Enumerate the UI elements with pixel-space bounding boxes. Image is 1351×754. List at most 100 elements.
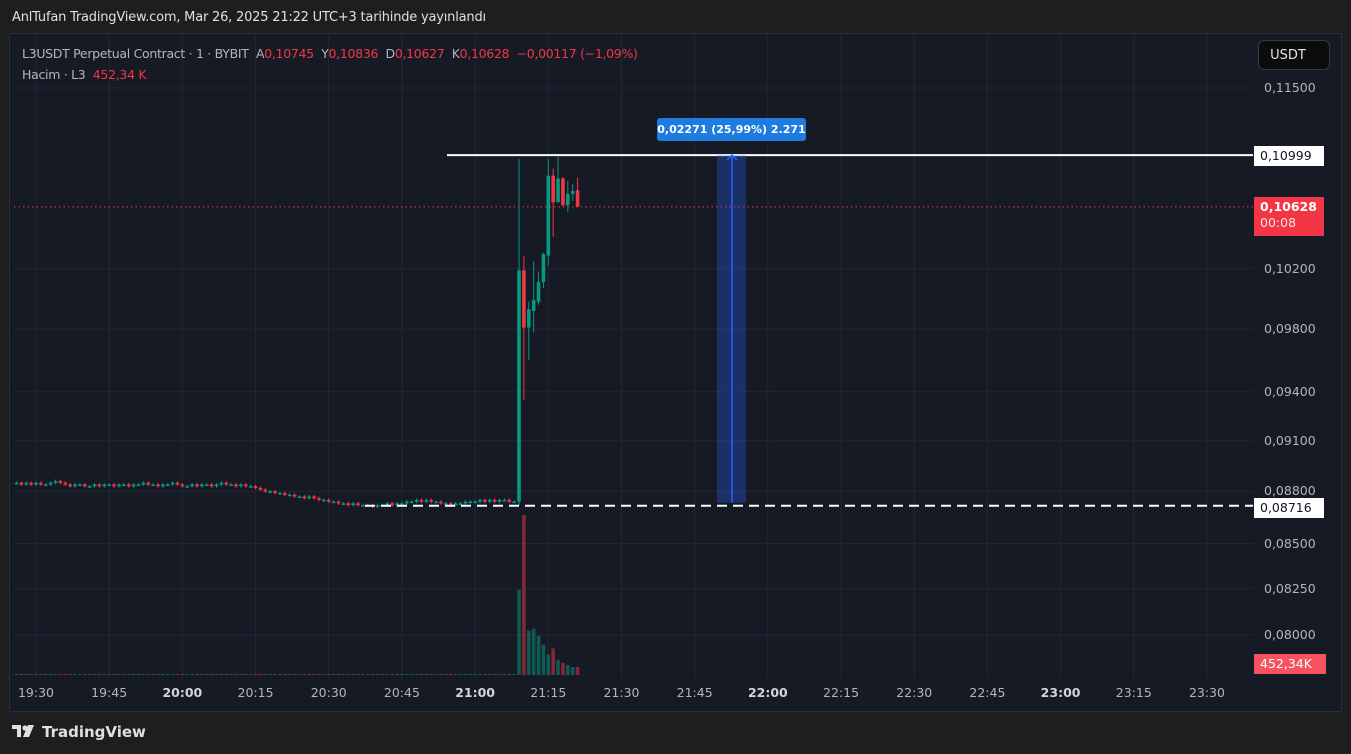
volume-bar xyxy=(131,673,136,675)
volume-bar xyxy=(414,673,419,675)
candle xyxy=(43,484,48,487)
low-value: 0,10627 xyxy=(394,46,445,61)
volume-label[interactable]: Hacim · L3 xyxy=(22,67,86,82)
volume-bar xyxy=(570,667,575,675)
candle xyxy=(53,481,58,483)
candle xyxy=(63,482,68,485)
volume-bar xyxy=(448,673,453,675)
candle xyxy=(117,484,121,487)
symbol-title[interactable]: L3USDT Perpetual Contract · 1 · BYBIT xyxy=(22,46,249,61)
candle xyxy=(375,505,380,507)
price-tick-label: 0,10200 xyxy=(1264,260,1316,276)
volume-bar xyxy=(185,673,190,675)
volume-bar xyxy=(575,666,580,675)
currency-button[interactable]: USDT xyxy=(1258,40,1330,70)
candle xyxy=(551,175,555,203)
candle xyxy=(487,499,492,502)
legend-ohlc: L3USDT Perpetual Contract · 1 · BYBIT A0… xyxy=(22,46,638,61)
volume-bar xyxy=(458,673,463,675)
last-price: 0,10628 xyxy=(1260,199,1317,214)
volume-bar xyxy=(385,673,390,675)
low-line-price-tag: 0,08716 xyxy=(1254,498,1324,518)
candle xyxy=(156,484,160,487)
price-tick-label: 0,08800 xyxy=(1264,483,1316,499)
candle xyxy=(536,282,541,302)
time-tick-label: 19:45 xyxy=(91,685,128,700)
candle xyxy=(209,484,214,487)
candle xyxy=(356,503,360,506)
candle xyxy=(112,484,116,487)
volume-bar xyxy=(229,673,233,675)
time-tick-label: 21:00 xyxy=(455,685,496,700)
candle xyxy=(87,486,92,488)
candle xyxy=(82,484,87,487)
candle xyxy=(478,499,482,502)
volume-bar xyxy=(209,673,214,675)
price-tick-label: 0,11500 xyxy=(1264,80,1316,95)
volume-bar xyxy=(351,673,355,675)
candle xyxy=(24,482,29,485)
candle xyxy=(570,191,575,194)
candle xyxy=(175,482,180,485)
candle xyxy=(141,482,146,485)
candle xyxy=(351,503,355,506)
candle xyxy=(497,499,502,502)
volume-bar xyxy=(561,662,565,675)
candle xyxy=(239,484,243,487)
arrow-up-icon xyxy=(726,154,738,161)
chart-panel[interactable] xyxy=(9,33,1342,712)
candles xyxy=(14,156,580,509)
time-tick-label: 23:15 xyxy=(1115,685,1152,700)
volume-bar xyxy=(102,673,107,675)
volume-bar xyxy=(253,673,258,675)
volume-bar xyxy=(424,673,429,675)
volume-bar xyxy=(405,673,409,675)
candle xyxy=(102,484,107,487)
candle xyxy=(287,494,292,497)
volume-bar xyxy=(175,673,180,675)
candle xyxy=(122,484,126,487)
time-tick-label: 21:45 xyxy=(676,685,713,700)
volume-bar xyxy=(273,673,277,675)
volume-bar xyxy=(312,673,316,675)
volume-bar xyxy=(34,673,38,675)
volume-bar xyxy=(107,673,111,675)
candle xyxy=(195,484,199,487)
volume-bar xyxy=(326,673,331,675)
volume-bar xyxy=(78,673,82,675)
volume-bar xyxy=(146,673,151,675)
volume-bar xyxy=(522,515,526,675)
volume-bar xyxy=(429,673,433,675)
volume-bar xyxy=(97,673,102,675)
candle xyxy=(429,499,433,502)
time-tick-label: 20:30 xyxy=(310,685,347,700)
candle xyxy=(424,499,429,502)
volume-tag: 452,34K xyxy=(1254,654,1326,674)
candle xyxy=(507,499,512,502)
time-tick-label: 22:30 xyxy=(896,685,933,700)
volume-bar xyxy=(283,673,287,675)
candle xyxy=(292,494,297,497)
candle xyxy=(317,498,321,500)
candle xyxy=(531,300,536,311)
volume-bar xyxy=(370,673,375,675)
overlays xyxy=(14,154,1253,507)
tradingview-logo[interactable]: TradingView xyxy=(12,723,146,741)
measure-label: 0,02271 (25,99%) 2.271 xyxy=(657,118,806,141)
candle xyxy=(263,489,268,492)
candle xyxy=(463,501,468,504)
volume-bar xyxy=(322,673,326,675)
volume-bar xyxy=(287,673,292,675)
volume-bar xyxy=(122,673,126,675)
volume-bar xyxy=(151,673,155,675)
volume-bar xyxy=(468,673,473,675)
candle xyxy=(126,484,131,487)
candle xyxy=(336,501,341,504)
volume-bar xyxy=(341,673,346,675)
volume-bar xyxy=(112,673,116,675)
candle xyxy=(322,499,326,502)
candle xyxy=(19,482,24,485)
candle xyxy=(453,503,458,506)
volume-bar xyxy=(502,673,507,675)
